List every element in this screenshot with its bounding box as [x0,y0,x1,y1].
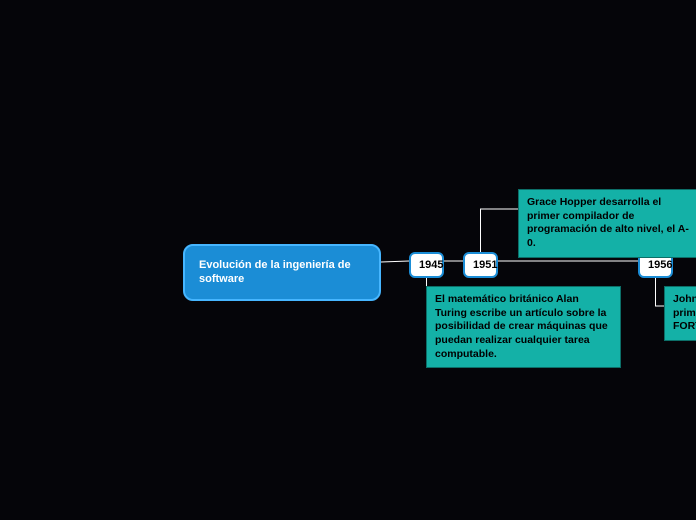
root-node[interactable]: Evolución de la ingeniería de software [183,244,381,301]
year-node-1945[interactable]: 1945 [409,252,444,278]
desc-node-1945[interactable]: El matemático británico Alan Turing escr… [426,286,621,368]
desc-node-1951[interactable]: Grace Hopper desarrolla el primer compil… [518,189,696,258]
diagram-canvas: Evolución de la ingeniería de software 1… [0,0,696,520]
year-node-1951[interactable]: 1951 [463,252,498,278]
desc-node-1956[interactable]: John Backus desarrolla el primer lenguaj… [664,286,696,341]
